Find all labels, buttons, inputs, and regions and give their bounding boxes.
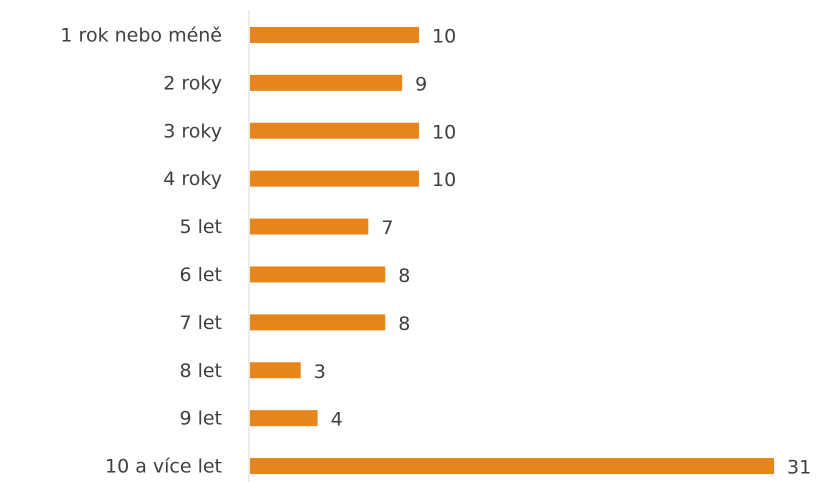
bar [250,26,420,43]
data-label: 8 [398,313,410,335]
data-label: 7 [381,217,393,239]
bar [250,266,386,283]
data-label: 3 [314,361,326,383]
data-label: 8 [398,265,410,287]
data-label: 10 [432,169,456,191]
bar [250,410,318,427]
category-label: 7 let [179,312,222,334]
bar [250,314,386,331]
category-label: 3 roky [163,120,222,142]
bar [250,74,403,91]
category-label: 10 a více let [105,456,222,478]
category-label: 2 roky [163,72,222,94]
bar [250,458,774,475]
category-label: 4 roky [163,168,222,190]
bar [250,170,420,187]
category-label: 5 let [179,216,222,238]
category-label: 6 let [179,264,222,286]
bar [250,218,369,235]
data-label: 10 [432,25,456,47]
bar [250,362,301,379]
bar [250,122,420,139]
data-label: 31 [787,457,811,479]
data-label: 4 [331,409,343,431]
data-label: 10 [432,121,456,143]
category-label: 8 let [179,360,222,382]
category-label: 1 rok nebo méně [60,24,222,46]
data-label: 9 [415,73,427,95]
category-label: 9 let [179,408,222,430]
